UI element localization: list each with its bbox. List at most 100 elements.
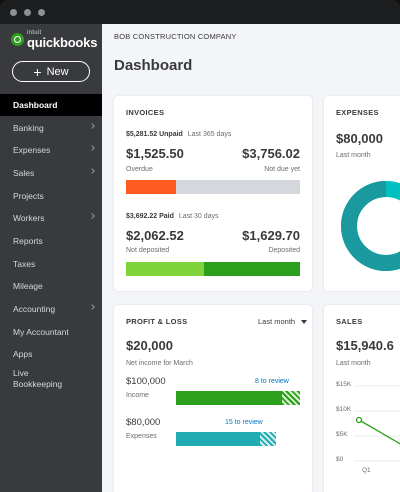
invoices-deposited-bar[interactable] — [204, 262, 300, 276]
invoices-not-deposited-label: Not deposited — [126, 247, 170, 254]
sidebar-item-mileage[interactable]: Mileage — [0, 275, 102, 297]
quickbooks-logo[interactable]: intuit quickbooks — [10, 29, 100, 53]
expenses-title: EXPENSES — [336, 108, 379, 117]
sidebar: intuit quickbooks + New Dashboard Bankin… — [0, 24, 102, 492]
profit-loss-card[interactable]: PROFIT & LOSS Last month $20,000 Net inc… — [114, 305, 312, 492]
sidebar-item-banking[interactable]: Banking — [0, 117, 102, 139]
invoices-card[interactable]: INVOICES $5,281.52 Unpaid Last 365 days … — [114, 96, 312, 291]
sales-y-tick: $0 — [336, 456, 344, 463]
invoices-deposited-value: $1,629.70 — [242, 228, 300, 243]
sidebar-item-label: Apps — [13, 349, 33, 359]
sales-period: Last month — [336, 360, 371, 367]
invoices-not-due-label: Not due yet — [264, 166, 300, 173]
sidebar-item-expenses[interactable]: Expenses — [0, 139, 102, 161]
new-button[interactable]: + New — [12, 61, 90, 82]
sidebar-item-label: Mileage — [13, 281, 43, 291]
sidebar-item-label: Accounting — [13, 304, 56, 314]
invoices-paid-summary: $3,692.22 Paid Last 30 days — [126, 213, 219, 220]
window-close-dot[interactable] — [10, 9, 17, 16]
profit-loss-period-label: Last month — [258, 317, 296, 326]
expenses-period: Last month — [336, 152, 371, 159]
expenses-review-link[interactable]: 15 to review — [225, 419, 263, 426]
sidebar-item-taxes[interactable]: Taxes — [0, 253, 102, 275]
income-review-bar[interactable] — [282, 391, 300, 405]
sales-title: SALES — [336, 317, 363, 326]
income-value: $100,000 — [126, 376, 166, 387]
sales-data-point[interactable] — [355, 416, 363, 424]
invoices-unpaid-period: Last 365 days — [187, 131, 232, 138]
profit-loss-value: $20,000 — [126, 338, 173, 353]
window-zoom-dot[interactable] — [38, 9, 45, 16]
sales-y-tick: $15K — [336, 381, 352, 388]
invoices-paid-amount: $3,692.22 Paid — [126, 213, 174, 220]
chevron-right-icon — [89, 123, 95, 129]
sidebar-item-label: Workers — [13, 213, 45, 223]
sidebar-item-label: Taxes — [13, 259, 36, 269]
profit-loss-caption: Net income for March — [126, 360, 193, 367]
expenses-pl-label: Expenses — [126, 433, 157, 440]
expenses-review-bar[interactable] — [260, 432, 276, 446]
profit-loss-period-dropdown[interactable]: Last month — [258, 317, 308, 326]
chevron-right-icon — [89, 213, 95, 219]
invoices-unpaid-summary: $5,281.52 Unpaid Last 365 days — [126, 131, 231, 138]
sidebar-item-label: Dashboard — [13, 100, 58, 110]
sales-y-tick: $10K — [336, 406, 352, 413]
quickbooks-logo-icon — [11, 33, 24, 46]
page-title: Dashboard — [114, 57, 193, 74]
expenses-card[interactable]: EXPENSES $80,000 Last month — [324, 96, 400, 291]
invoices-not-due-value: $3,756.02 — [242, 146, 300, 161]
sidebar-item-projects[interactable]: Projects — [0, 185, 102, 207]
sidebar-item-reports[interactable]: Reports — [0, 230, 102, 252]
expenses-pl-value: $80,000 — [126, 417, 161, 428]
sales-y-tick: $5K — [336, 431, 348, 438]
income-bar[interactable] — [176, 391, 282, 405]
window-titlebar — [0, 0, 400, 24]
income-review-link[interactable]: 8 to review — [255, 378, 289, 385]
sales-value: $15,940.6 — [336, 338, 394, 353]
income-label: Income — [126, 392, 149, 399]
invoices-not-deposited-value: $2,062.52 — [126, 228, 184, 243]
sidebar-item-label: Banking — [13, 123, 44, 133]
invoices-unpaid-amount: $5,281.52 Unpaid — [126, 131, 183, 138]
plus-icon: + — [33, 63, 42, 80]
sidebar-item-sales[interactable]: Sales — [0, 162, 102, 184]
sales-line-chart[interactable] — [354, 383, 400, 465]
expenses-value: $80,000 — [336, 131, 383, 146]
invoices-overdue-bar[interactable] — [126, 180, 176, 194]
invoices-paid-period: Last 30 days — [178, 213, 219, 220]
window-minimize-dot[interactable] — [24, 9, 31, 16]
invoices-overdue-label: Overdue — [126, 166, 153, 173]
sales-x-tick: Q1 — [362, 467, 371, 474]
caret-down-icon — [301, 319, 308, 324]
invoices-overdue-value: $1,525.50 — [126, 146, 184, 161]
expenses-donut-chart[interactable] — [334, 176, 400, 276]
sidebar-item-live-bookkeeping[interactable]: Live Bookkeeping — [0, 366, 70, 396]
sidebar-item-my-accountant[interactable]: My Accountant — [0, 321, 102, 343]
sidebar-item-dashboard[interactable]: Dashboard — [0, 94, 102, 116]
main-content: BOB CONSTRUCTION COMPANY Dashboard INVOI… — [102, 24, 400, 492]
expenses-pl-bar[interactable] — [176, 432, 260, 446]
logo-intuit-text: intuit — [27, 30, 42, 36]
sidebar-item-label: Reports — [13, 236, 43, 246]
invoices-title: INVOICES — [126, 108, 165, 117]
sidebar-item-apps[interactable]: Apps — [0, 343, 102, 365]
sidebar-item-accounting[interactable]: Accounting — [0, 298, 102, 320]
sidebar-item-label: Live Bookkeeping — [13, 368, 63, 389]
sales-series-line — [358, 419, 400, 445]
sidebar-item-label: Projects — [13, 191, 44, 201]
chevron-right-icon — [89, 168, 95, 174]
invoices-not-due-bar[interactable] — [176, 180, 300, 194]
new-button-label: New — [46, 65, 69, 78]
sales-card[interactable]: SALES $15,940.6 Last month $15K $10K $5K… — [324, 305, 400, 492]
chevron-right-icon — [89, 145, 95, 151]
invoices-deposited-label: Deposited — [268, 247, 300, 254]
sidebar-item-workers[interactable]: Workers — [0, 207, 102, 229]
sidebar-item-label: Sales — [13, 168, 35, 178]
logo-name-text: quickbooks — [27, 35, 98, 50]
expenses-donut-segment-dark[interactable] — [341, 181, 400, 271]
sidebar-item-label: My Accountant — [13, 327, 69, 337]
chevron-right-icon — [89, 304, 95, 310]
company-name: BOB CONSTRUCTION COMPANY — [114, 32, 237, 41]
invoices-not-deposited-bar[interactable] — [126, 262, 204, 276]
profit-loss-title: PROFIT & LOSS — [126, 317, 188, 326]
